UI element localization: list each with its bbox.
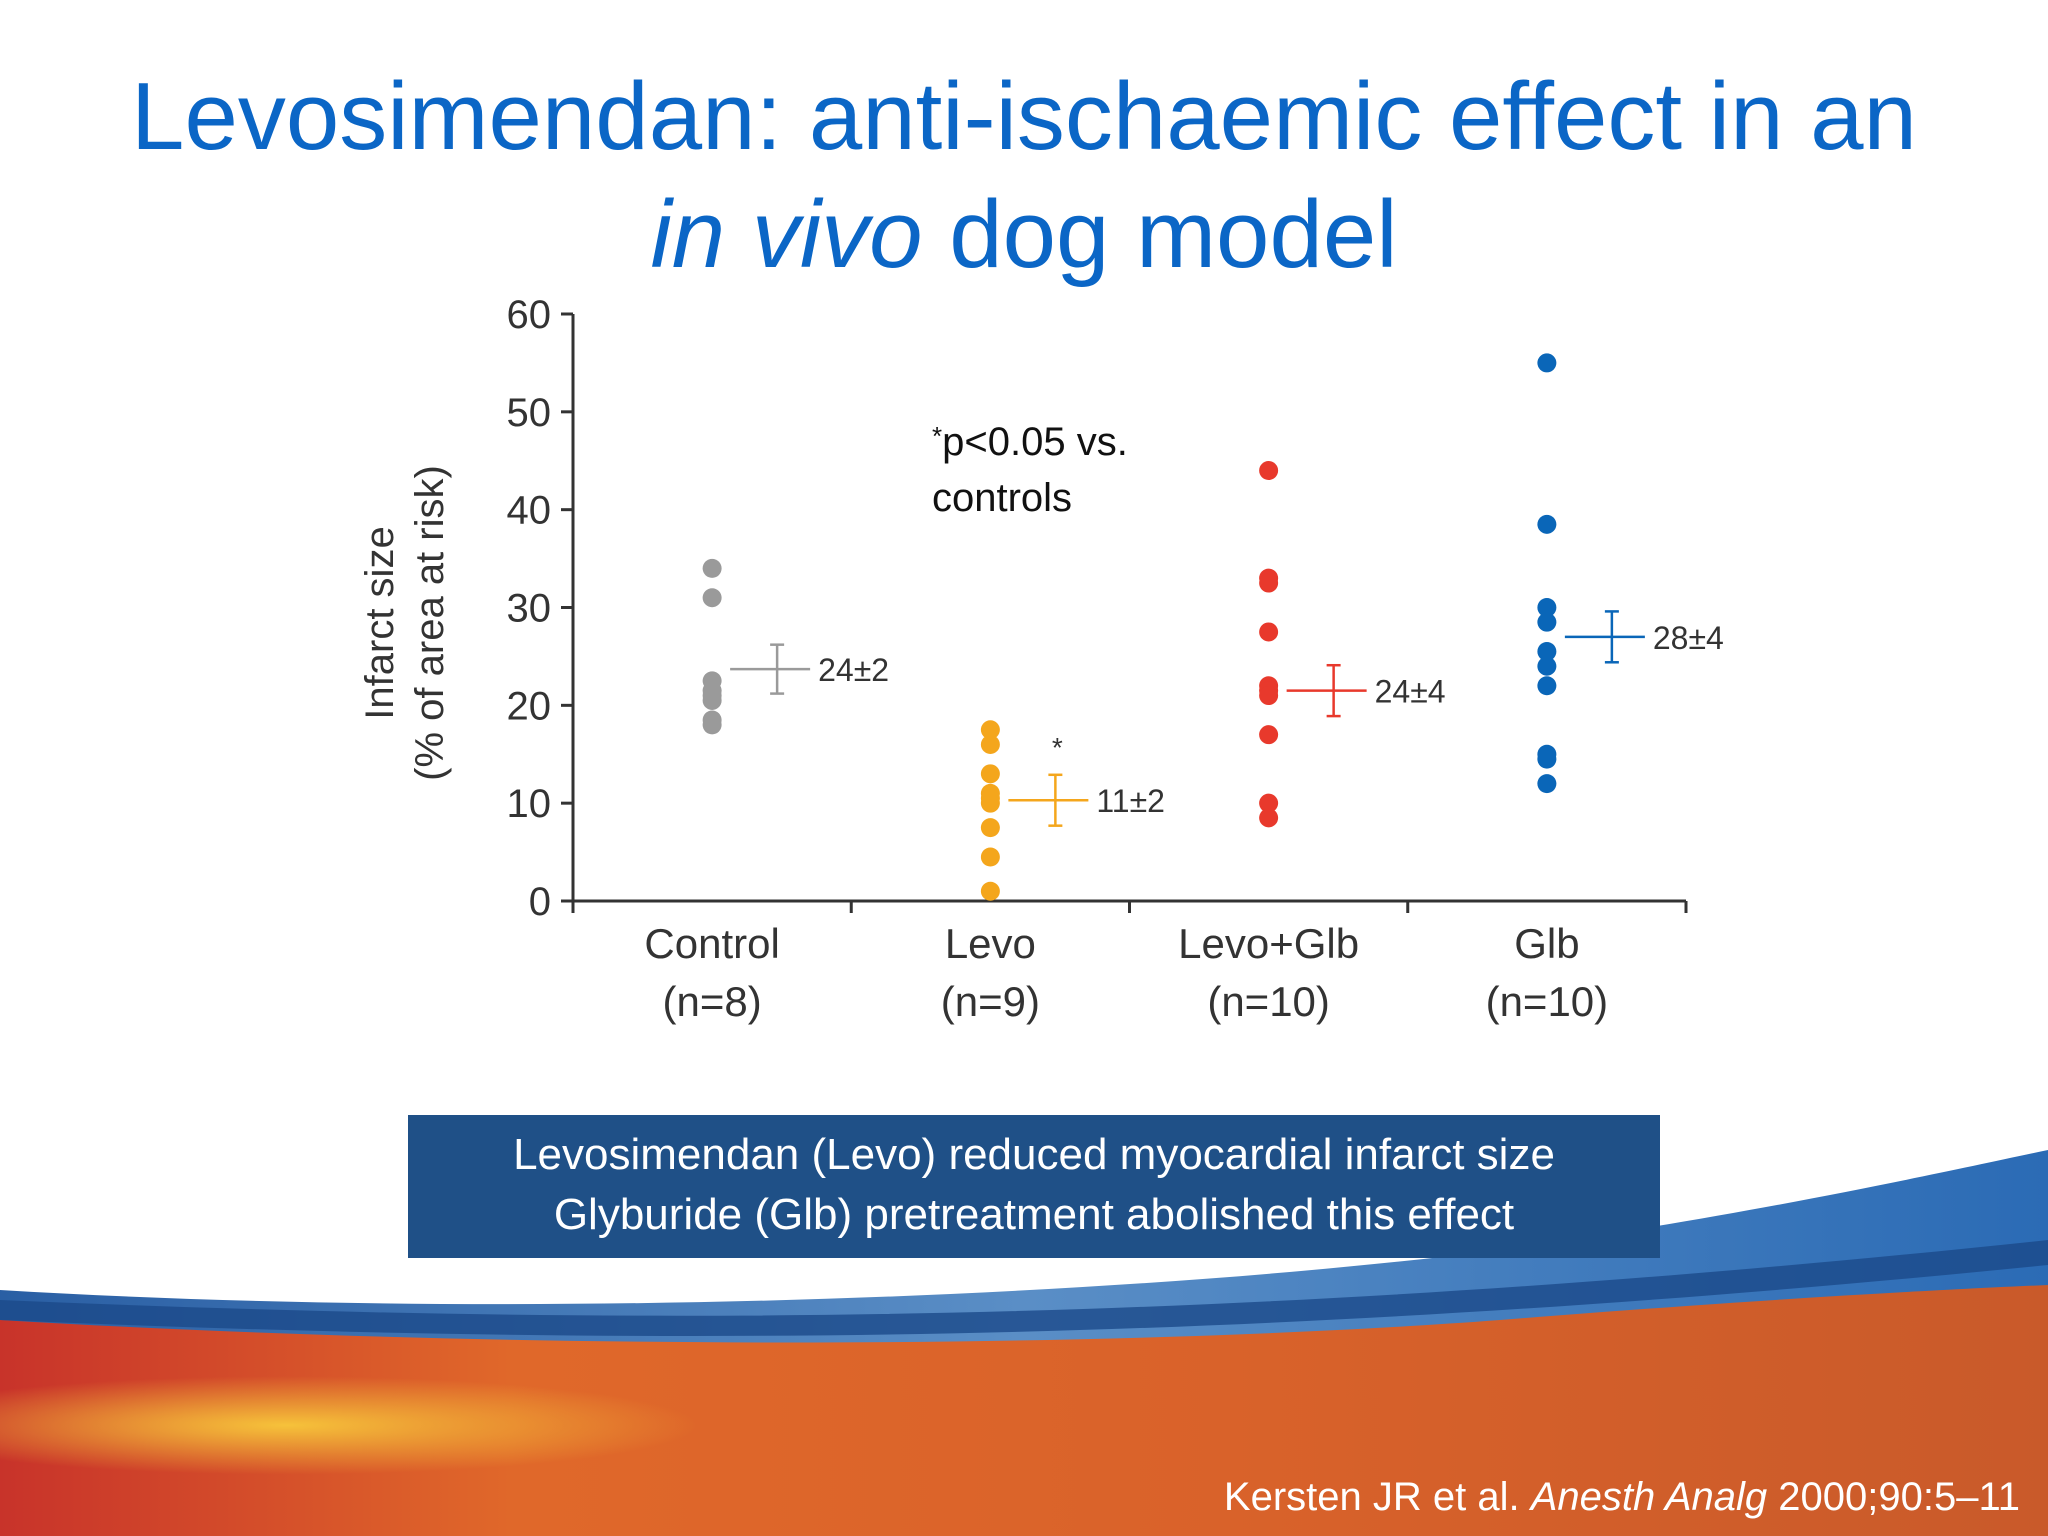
y-tick-label: 10 (507, 782, 552, 826)
data-point (1537, 514, 1557, 534)
mean-label: 11±2 (1096, 783, 1165, 819)
significance-marker: * (1052, 732, 1063, 763)
data-point (702, 715, 722, 735)
data-point (1259, 793, 1279, 813)
significance-star: * (932, 421, 943, 451)
title-rest-text: dog model (922, 181, 1398, 288)
note-line-2: controls (932, 476, 1073, 520)
data-point (1259, 573, 1279, 593)
data-point (980, 764, 1000, 784)
data-point (702, 588, 722, 608)
data-point (1537, 774, 1557, 794)
citation-journal: Anesth Analg (1530, 1475, 1768, 1519)
title-italic-text: in vivo (650, 181, 923, 288)
chart-marks: 24±2 11±2 * 24±4 28±4 (702, 353, 1724, 901)
callout-line-1: Levosimendan (Levo) reduced myocardial i… (513, 1130, 1555, 1179)
y-tick-label: 50 (507, 391, 552, 435)
data-point (1259, 686, 1279, 706)
y-tick-label: 20 (507, 684, 552, 728)
title-line-1: Levosimendan: anti-ischaemic effect in a… (131, 63, 1917, 170)
data-point (702, 690, 722, 710)
mean-label: 28±4 (1653, 620, 1724, 656)
x-category-sublabel: (n=10) (1207, 978, 1330, 1025)
x-category-sublabel: (n=10) (1486, 978, 1609, 1025)
y-axis-label-line2: (% of area at risk) (408, 465, 452, 781)
x-category-label: Control (644, 920, 779, 967)
data-point (980, 793, 1000, 813)
summary-callout: Levosimendan (Levo) reduced myocardial i… (408, 1115, 1660, 1258)
x-category-sublabel: (n=9) (941, 978, 1040, 1025)
x-category-label: Glb (1514, 920, 1579, 967)
mean-label: 24±2 (818, 652, 889, 688)
data-point (1537, 612, 1557, 632)
citation-ref: 2000;90:5–11 (1767, 1475, 2020, 1519)
y-axis-label-line1: Infarct size (358, 526, 402, 719)
data-point (1537, 353, 1557, 373)
data-point (980, 720, 1000, 740)
citation: Kersten JR et al. Anesth Analg 2000;90:5… (1224, 1472, 2020, 1522)
chart-axes: 0 10 20 30 40 50 60 Control (n=8) Levo (n=9) Levo+G… (507, 293, 1688, 1025)
slide-title: Levosimendan: anti-ischaemic effect in a… (0, 58, 2048, 294)
callout-line-2: Glyburide (Glb) pretreatment abolished t… (553, 1190, 1515, 1239)
data-point (980, 847, 1000, 867)
data-point (1259, 725, 1279, 745)
mean-label: 24±4 (1375, 674, 1446, 710)
data-point (1537, 656, 1557, 676)
title-line-2: in vivo dog model (0, 176, 2048, 294)
data-point (1259, 808, 1279, 828)
note-line-1: p<0.05 vs. (942, 420, 1128, 464)
y-tick-label: 40 (507, 489, 552, 533)
x-category-label: Levo+Glb (1178, 920, 1359, 967)
data-point (1537, 676, 1557, 696)
data-point (702, 558, 722, 578)
data-point (980, 734, 1000, 754)
x-category-sublabel: (n=8) (663, 978, 762, 1025)
data-point (980, 881, 1000, 901)
y-tick-label: 60 (507, 293, 552, 337)
x-category-label: Levo (945, 920, 1036, 967)
data-point (1537, 642, 1557, 662)
data-point (1259, 461, 1279, 481)
data-point (1259, 622, 1279, 642)
data-point (1537, 598, 1557, 617)
citation-authors: Kersten JR et al. (1223, 1475, 1531, 1519)
data-point (980, 818, 1000, 838)
y-tick-label: 30 (507, 587, 552, 631)
significance-note: *p<0.05 vs. controls (932, 408, 1128, 526)
data-point (1537, 749, 1557, 769)
y-tick-label: 0 (529, 880, 551, 924)
